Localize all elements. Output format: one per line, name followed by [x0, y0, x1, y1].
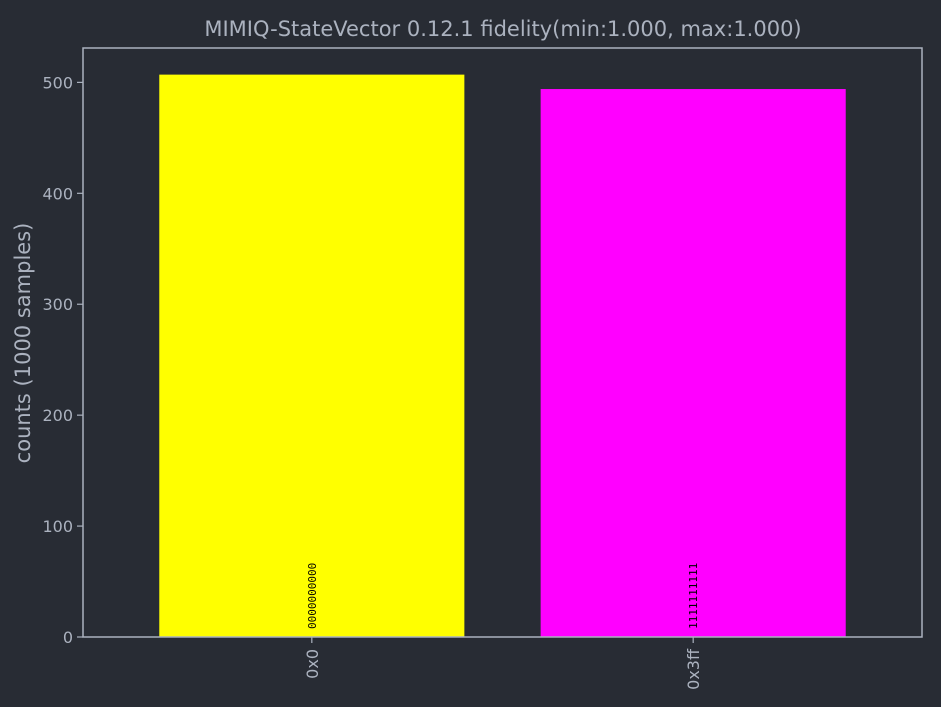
bars-group — [159, 74, 846, 638]
bar-label-0x0: 0000000000 — [306, 563, 319, 629]
plot-frame — [82, 47, 923, 638]
bar-label-0x3ff: 1111111111 — [687, 563, 700, 629]
y-tick-label: 0 — [63, 628, 73, 647]
x-tick-label: 0x3ff — [684, 648, 703, 690]
bar-labels-group: 0000000000 1111111111 — [306, 563, 700, 629]
y-tick-label: 300 — [42, 295, 73, 314]
chart-title: MIMIQ-StateVector 0.12.1 fidelity(min:1.… — [204, 17, 801, 41]
y-axis-label: counts (1000 samples) — [11, 223, 35, 464]
y-tick-label: 500 — [42, 73, 73, 92]
y-tick-label: 400 — [42, 184, 73, 203]
bar-0x3ff — [540, 89, 846, 637]
y-tick-label: 200 — [42, 406, 73, 425]
bar-0x0 — [159, 74, 465, 638]
y-ticks-group: 0 100 200 300 400 500 — [42, 73, 83, 647]
x-tick-label: 0x0 — [303, 649, 322, 679]
x-ticks-group: 0x0 0x3ff — [303, 637, 703, 690]
y-tick-label: 100 — [42, 517, 73, 536]
